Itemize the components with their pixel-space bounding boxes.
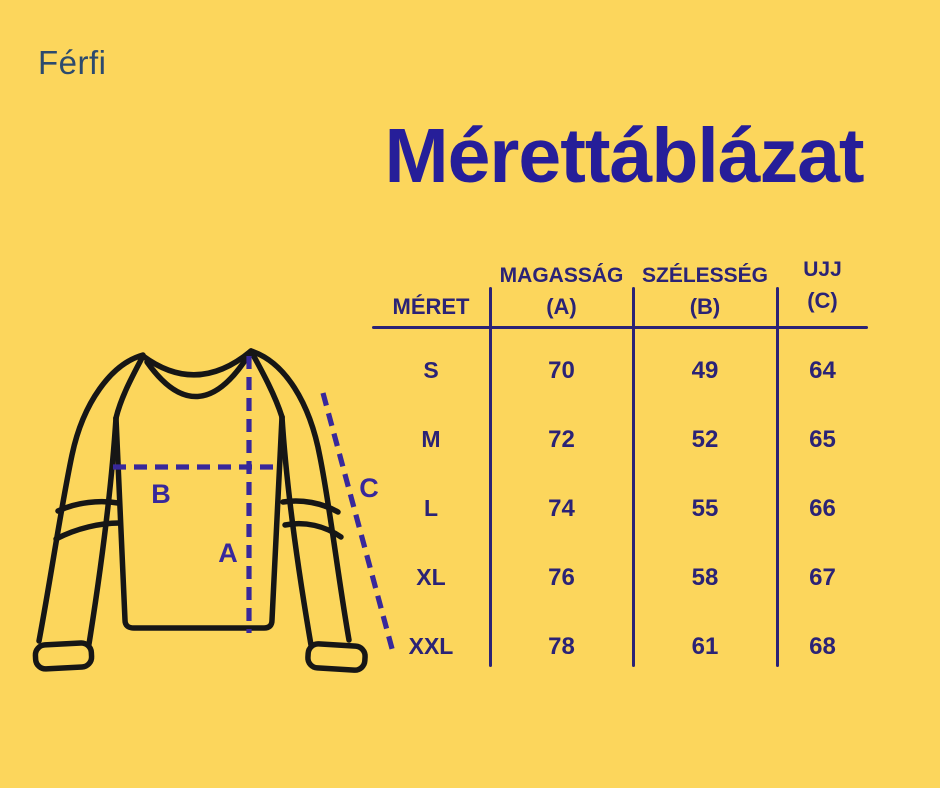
column-header-meret: MÉRET [372, 255, 490, 326]
label-c: C [359, 473, 379, 503]
category-label: Férfi [38, 44, 107, 81]
sleeve-left-stripe-top [55, 498, 121, 514]
table-row: XL 76 58 67 [372, 543, 868, 612]
column-header-magassag: MAGASSÁG (A) [490, 255, 633, 326]
cell-width: 52 [691, 425, 719, 453]
cuff-left [32, 640, 95, 672]
column-divider-line-3 [776, 287, 779, 667]
measure-labels: A B C [151, 473, 379, 568]
cuff-right [305, 641, 368, 673]
collar-outer [140, 348, 254, 378]
sleeve-left-inner [86, 415, 119, 647]
raglan-seam-right [248, 348, 285, 420]
sleeve-right-stripe-top [280, 498, 341, 515]
column-header-label: MAGASSÁG [499, 264, 624, 287]
sleeve-right-inner [279, 414, 314, 648]
cell-sleeve: 65 [809, 425, 836, 453]
cell-width: 55 [691, 494, 719, 522]
column-header-sublabel: (A) [546, 294, 577, 319]
column-divider-line-2 [632, 287, 635, 667]
table-row: S 70 49 64 [372, 336, 868, 405]
label-a: A [218, 538, 238, 568]
cell-size: XXL [408, 633, 454, 659]
table-row: XXL 78 61 68 [372, 612, 868, 681]
table-header-row: MÉRET MAGASSÁG (A) SZÉLESSÉG (B) UJJ (C) [372, 255, 868, 326]
cell-width: 58 [691, 563, 719, 591]
body-outline [113, 414, 285, 631]
collar-inner [144, 353, 251, 400]
column-header-label: UJJ [803, 258, 842, 281]
column-header-sublabel: (B) [689, 294, 721, 319]
column-header-ujj: UJJ (C) [777, 249, 868, 320]
cell-size: L [423, 495, 439, 521]
cell-size: S [423, 357, 439, 383]
table-body: S 70 49 64 M 72 52 65 L 74 55 66 XL 76 5… [372, 336, 868, 681]
sweater-diagram: A B C [32, 348, 397, 673]
cell-sleeve: 66 [809, 494, 836, 522]
cell-width: 49 [691, 356, 719, 384]
cell-height: 78 [548, 632, 575, 660]
column-header-szelesseg: SZÉLESSÉG (B) [633, 255, 777, 326]
cell-height: 72 [548, 425, 575, 453]
label-b: B [151, 479, 171, 509]
cell-height: 74 [548, 494, 575, 522]
size-table: MÉRET MAGASSÁG (A) SZÉLESSÉG (B) UJJ (C)… [372, 255, 868, 685]
cell-height: 76 [548, 563, 575, 591]
cell-width: 61 [691, 632, 719, 660]
cell-height: 70 [548, 356, 575, 384]
page-title: Mérettáblázat [384, 113, 864, 199]
table-row: M 72 52 65 [372, 405, 868, 474]
sleeve-left-outer [36, 352, 146, 644]
measure-lines [113, 356, 397, 657]
sleeve-right-stripe-bottom [282, 520, 344, 540]
column-divider-line-1 [489, 287, 492, 667]
header-divider-line [372, 326, 868, 329]
measure-line-c [320, 392, 397, 657]
cell-sleeve: 67 [809, 563, 836, 591]
raglan-seam-left [113, 353, 146, 421]
cell-sleeve: 64 [809, 356, 836, 384]
cell-size: XL [416, 564, 446, 590]
cell-sleeve: 68 [809, 632, 836, 660]
cell-size: M [421, 426, 441, 452]
sleeve-right-outer [248, 348, 352, 643]
column-header-label: MÉRET [392, 294, 470, 319]
column-header-sublabel: (C) [807, 288, 838, 313]
sweater-outline [32, 348, 368, 673]
sleeve-left-stripe-bottom [53, 520, 122, 542]
column-header-label: SZÉLESSÉG [641, 264, 769, 287]
table-row: L 74 55 66 [372, 474, 868, 543]
